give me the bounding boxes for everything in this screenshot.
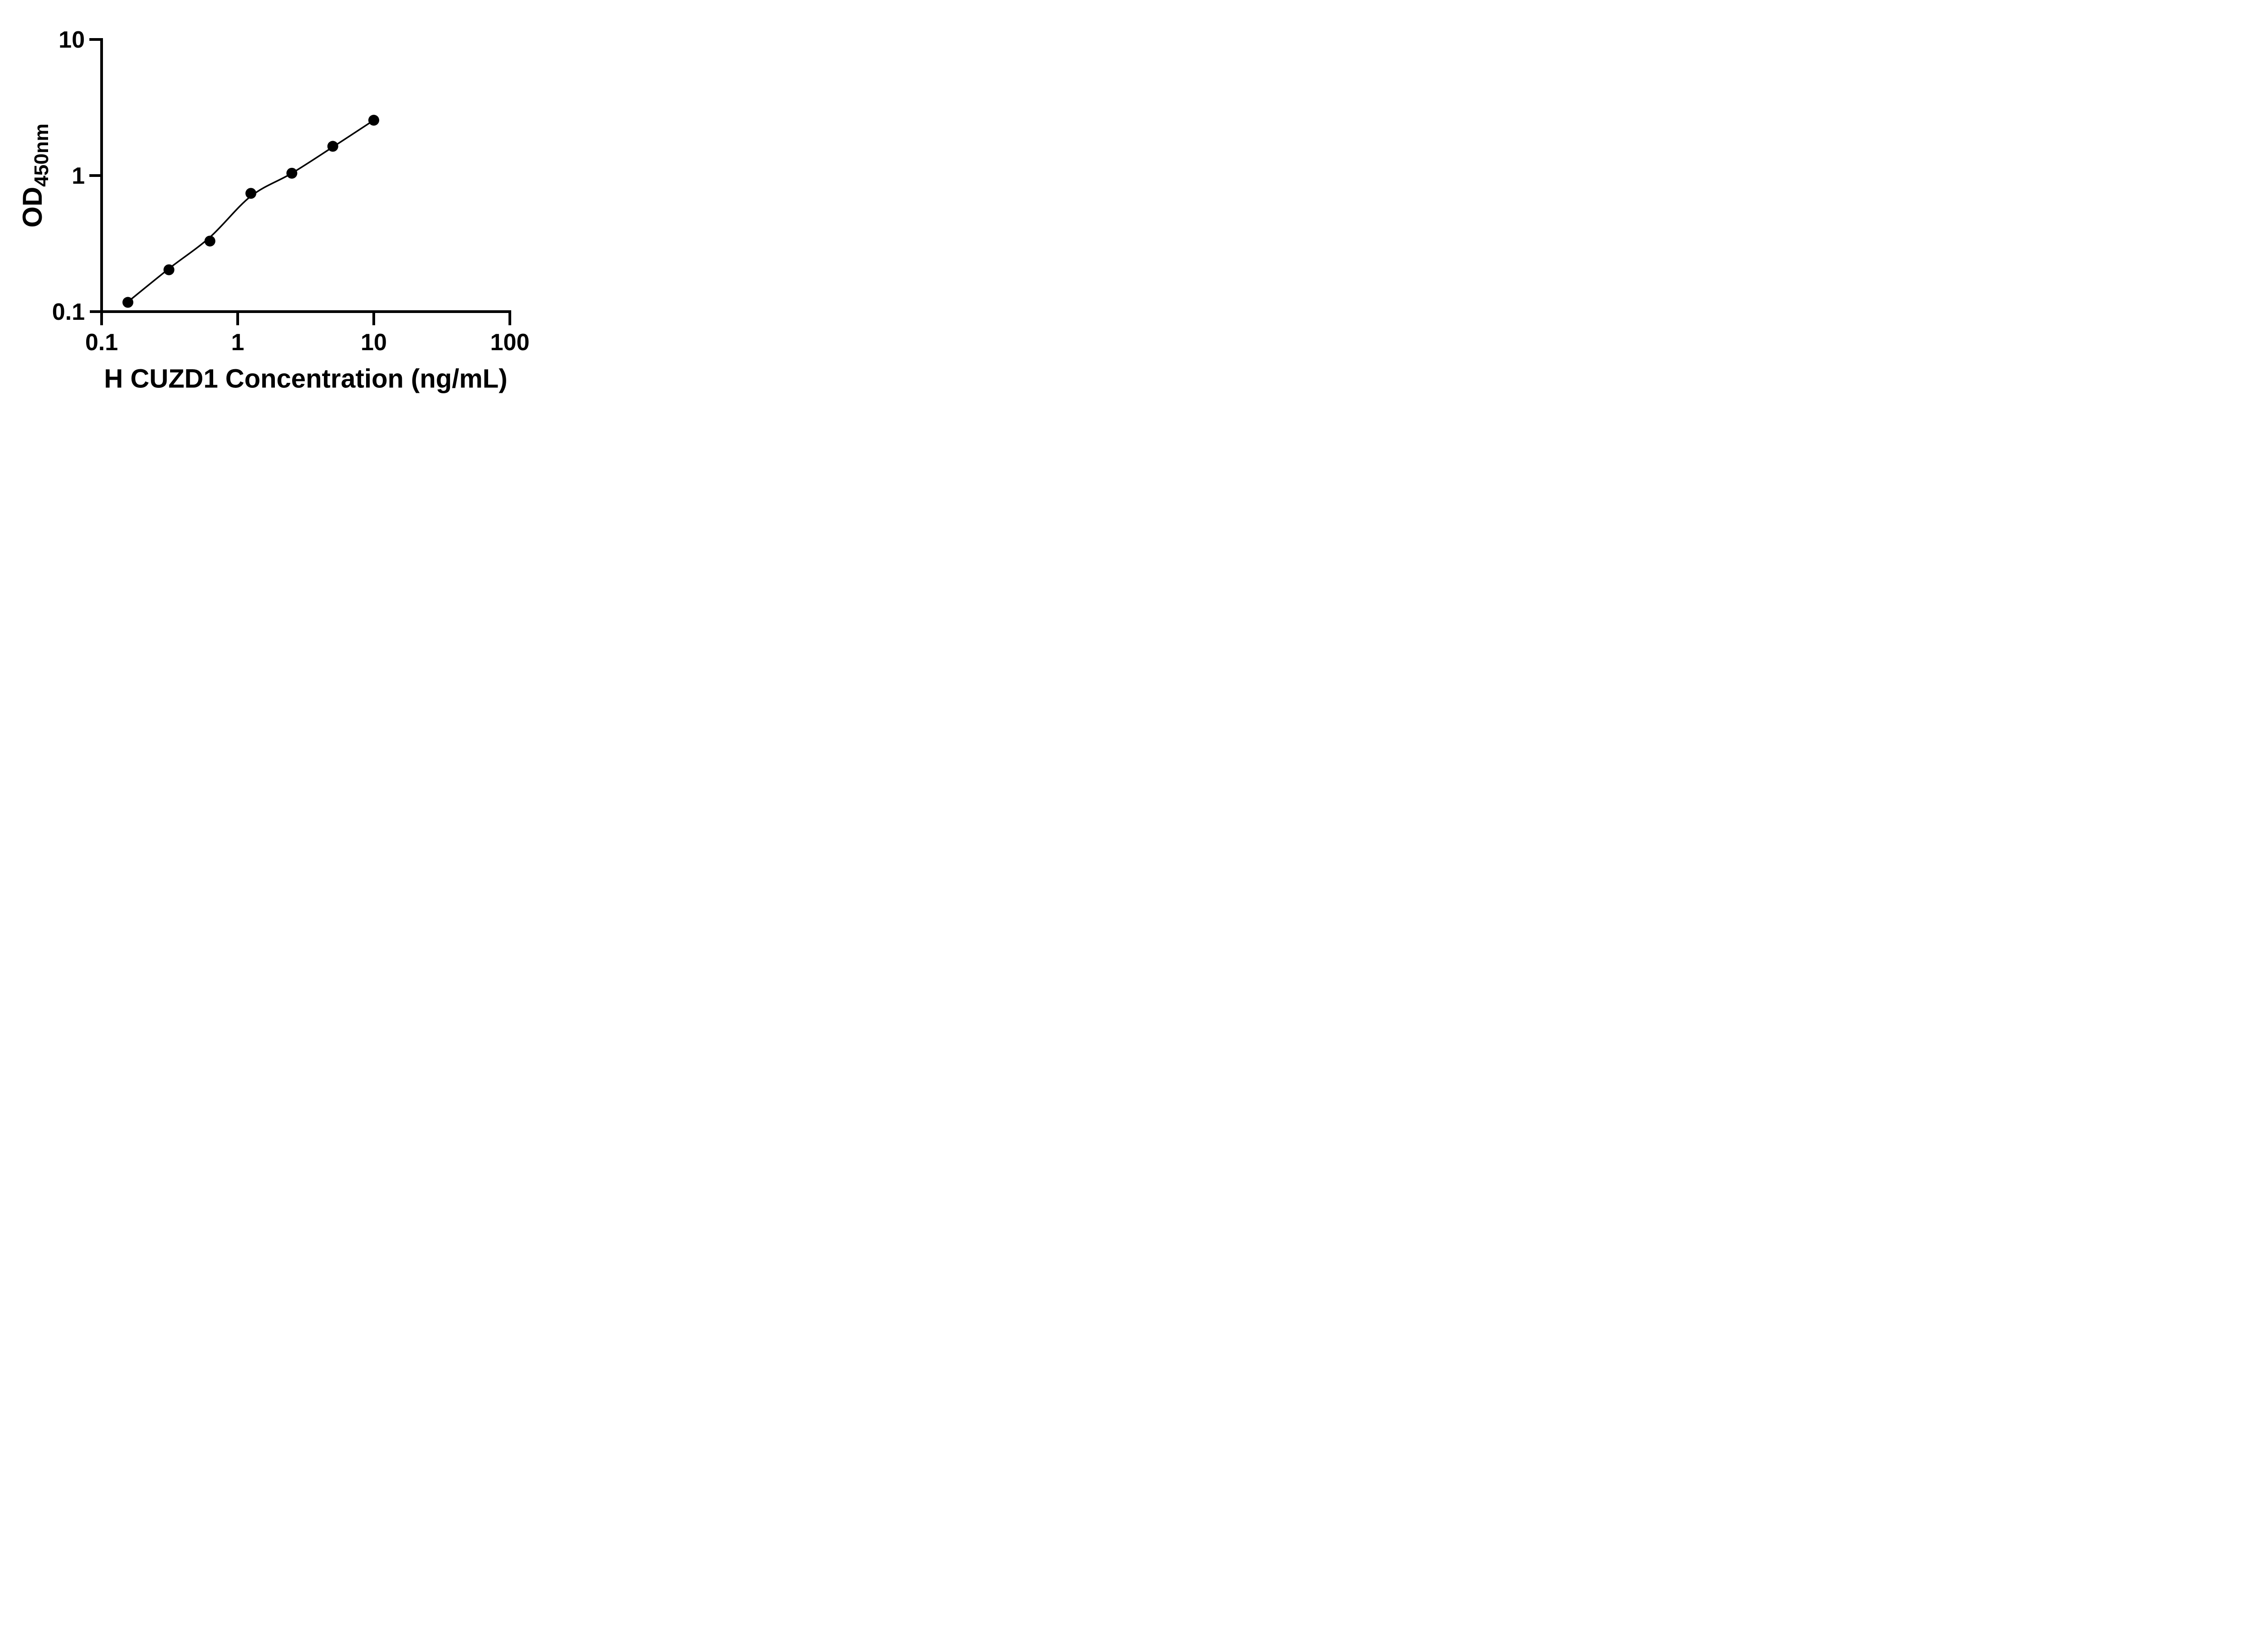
data-point: [122, 297, 133, 308]
x-tick-label: 10: [361, 329, 387, 356]
y-axis-title-main: OD: [17, 186, 48, 228]
data-point: [204, 235, 215, 247]
y-tick-label: 10: [59, 27, 85, 53]
data-point: [245, 188, 257, 199]
data-point: [163, 264, 175, 275]
y-axis-title: OD450nm: [17, 123, 53, 227]
y-axis-title-subscript: 450nm: [30, 123, 53, 187]
data-point: [286, 167, 298, 179]
x-axis-title: H CUZD1 Concentration (ng/mL): [104, 364, 508, 394]
data-point: [327, 141, 338, 152]
y-tick-label: 0.1: [52, 299, 85, 325]
standard-curve-figure: 0.1 1 10 0.1 1 10 100 OD450nm H CUZD1 Concentr…: [0, 0, 572, 408]
x-tick-label: 100: [490, 329, 530, 356]
y-tick-label: 1: [72, 163, 85, 189]
x-tick-label: 0.1: [85, 329, 118, 356]
data-point: [368, 115, 379, 126]
x-tick-label: 1: [231, 329, 244, 356]
chart-canvas: 0.1 1 10 0.1 1 10 100: [52, 27, 530, 356]
